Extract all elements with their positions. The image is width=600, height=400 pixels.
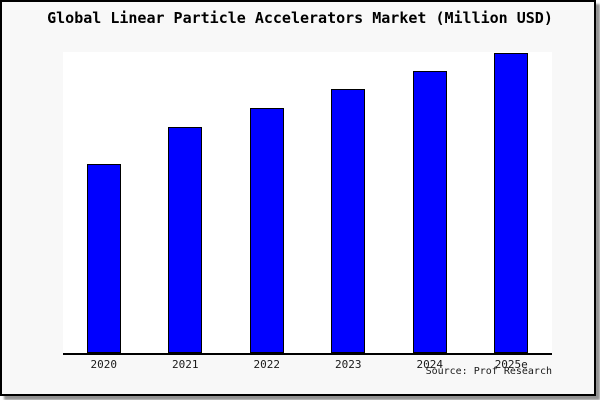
bar-2025e [494,53,529,353]
source-text: Source: Prof Research [425,366,552,377]
bar-2021 [168,127,203,353]
x-tick-label-2024: 2024 [416,358,444,371]
bar-2020 [86,164,121,353]
x-tick-label-2022: 2022 [253,358,281,371]
x-tick-label-2020: 2020 [90,358,118,371]
bar-2022 [249,107,284,353]
x-axis-labels: 2020 2021 2022 2023 2024 2025e [63,358,552,372]
x-tick-label-2025e: 2025e [494,358,528,371]
bar-2024 [412,71,447,353]
chart-title: Global Linear Particle Accelerators Mark… [47,9,553,27]
plot-area [63,52,552,355]
x-tick-label-2021: 2021 [172,358,199,371]
bar-2023 [331,89,366,353]
x-tick-label-2023: 2023 [335,358,362,371]
